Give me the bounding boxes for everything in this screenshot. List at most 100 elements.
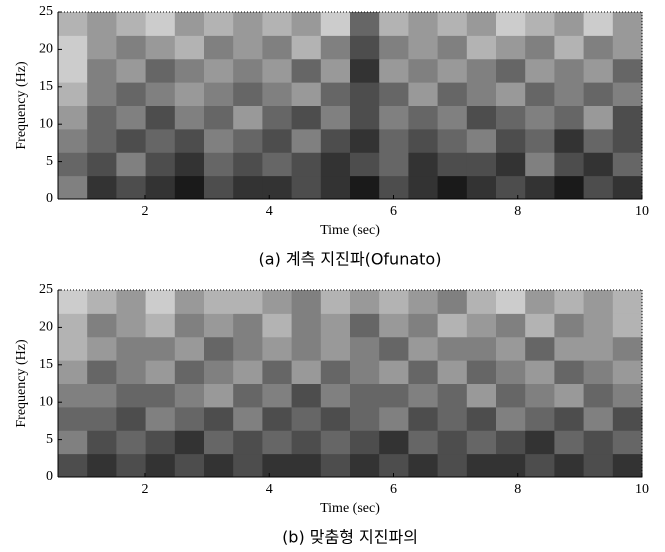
heat-cell <box>554 106 584 130</box>
heat-cell <box>525 454 555 478</box>
y-tick-label: 20 <box>39 320 53 335</box>
heat-cell <box>496 454 526 478</box>
heat-cell <box>233 82 263 106</box>
heat-cell <box>116 12 146 36</box>
heat-cell <box>554 313 584 337</box>
y-axis-label: Frequency (Hz) <box>14 61 29 150</box>
heat-cell <box>116 106 146 130</box>
heat-cell <box>496 337 526 361</box>
heat-cell <box>379 35 409 59</box>
heat-cell <box>584 454 614 478</box>
heat-cell <box>379 176 409 200</box>
heat-cell <box>175 82 205 106</box>
heat-cell <box>350 337 380 361</box>
heat-cell <box>584 430 614 454</box>
heat-cell <box>467 384 497 408</box>
caption: (b) 맞춤형 지진파의 <box>282 528 418 547</box>
heat-cell <box>175 35 205 59</box>
heat-cell <box>408 290 438 314</box>
heat-cell <box>233 290 263 314</box>
heat-cell <box>116 290 146 314</box>
heat-cell <box>146 82 176 106</box>
heat-cell <box>116 129 146 153</box>
heat-cell <box>116 313 146 337</box>
heat-cell <box>321 35 351 59</box>
heat-cell <box>116 430 146 454</box>
heat-cell <box>408 454 438 478</box>
heat-cell <box>175 129 205 153</box>
heat-cell <box>379 82 409 106</box>
heat-cell <box>408 384 438 408</box>
heat-cell <box>116 59 146 83</box>
heat-cell <box>146 129 176 153</box>
heat-cell <box>554 35 584 59</box>
heat-cell <box>204 129 234 153</box>
heat-cell <box>204 290 234 314</box>
heat-cell <box>496 290 526 314</box>
y-tick-label: 0 <box>46 191 53 206</box>
heat-cell <box>292 176 322 200</box>
heat-cell <box>379 290 409 314</box>
heat-cell <box>350 430 380 454</box>
heat-cell <box>292 106 322 130</box>
heat-cell <box>496 59 526 83</box>
heat-cell <box>525 384 555 408</box>
heat-cell <box>584 152 614 176</box>
heat-cell <box>467 129 497 153</box>
heat-cell <box>321 360 351 384</box>
heat-cell <box>438 290 468 314</box>
heat-cell <box>58 360 88 384</box>
heat-cell <box>554 59 584 83</box>
heat-cell <box>146 152 176 176</box>
heat-cell <box>467 12 497 36</box>
heat-cell <box>116 176 146 200</box>
heat-cell <box>408 360 438 384</box>
heat-cell <box>350 129 380 153</box>
heat-cell <box>146 176 176 200</box>
heat-cell <box>262 313 292 337</box>
heat-cell <box>379 430 409 454</box>
y-tick-label: 5 <box>46 154 53 169</box>
heat-cell <box>175 59 205 83</box>
heat-cell <box>554 454 584 478</box>
heat-cell <box>408 407 438 431</box>
heat-cell <box>233 106 263 130</box>
heat-cell <box>408 82 438 106</box>
heat-cell <box>379 384 409 408</box>
heat-cell <box>379 106 409 130</box>
heat-cell <box>321 176 351 200</box>
heat-cell <box>146 407 176 431</box>
heat-cell <box>525 290 555 314</box>
heat-cell <box>204 430 234 454</box>
heat-cell <box>613 313 643 337</box>
heat-cell <box>321 454 351 478</box>
heat-cell <box>467 152 497 176</box>
heat-cell <box>321 337 351 361</box>
heat-cell <box>438 384 468 408</box>
heat-cell <box>321 313 351 337</box>
heat-cell <box>379 454 409 478</box>
heat-cell <box>292 384 322 408</box>
heat-cell <box>87 454 117 478</box>
heat-cell <box>58 152 88 176</box>
heat-cell <box>525 106 555 130</box>
heat-cell <box>262 360 292 384</box>
heat-cell <box>584 82 614 106</box>
heat-cell <box>350 360 380 384</box>
heat-cell <box>321 407 351 431</box>
heat-cell <box>175 407 205 431</box>
heat-cell <box>262 129 292 153</box>
heat-cell <box>613 12 643 36</box>
heat-cell <box>438 35 468 59</box>
y-tick-label: 5 <box>46 432 53 447</box>
heat-cell <box>262 12 292 36</box>
heat-cell <box>408 12 438 36</box>
heat-cell <box>204 313 234 337</box>
heat-cell <box>554 129 584 153</box>
heat-cell <box>554 12 584 36</box>
heat-cell <box>613 35 643 59</box>
heat-cell <box>467 106 497 130</box>
heat-cell <box>175 106 205 130</box>
heat-cell <box>146 290 176 314</box>
heat-cell <box>613 430 643 454</box>
